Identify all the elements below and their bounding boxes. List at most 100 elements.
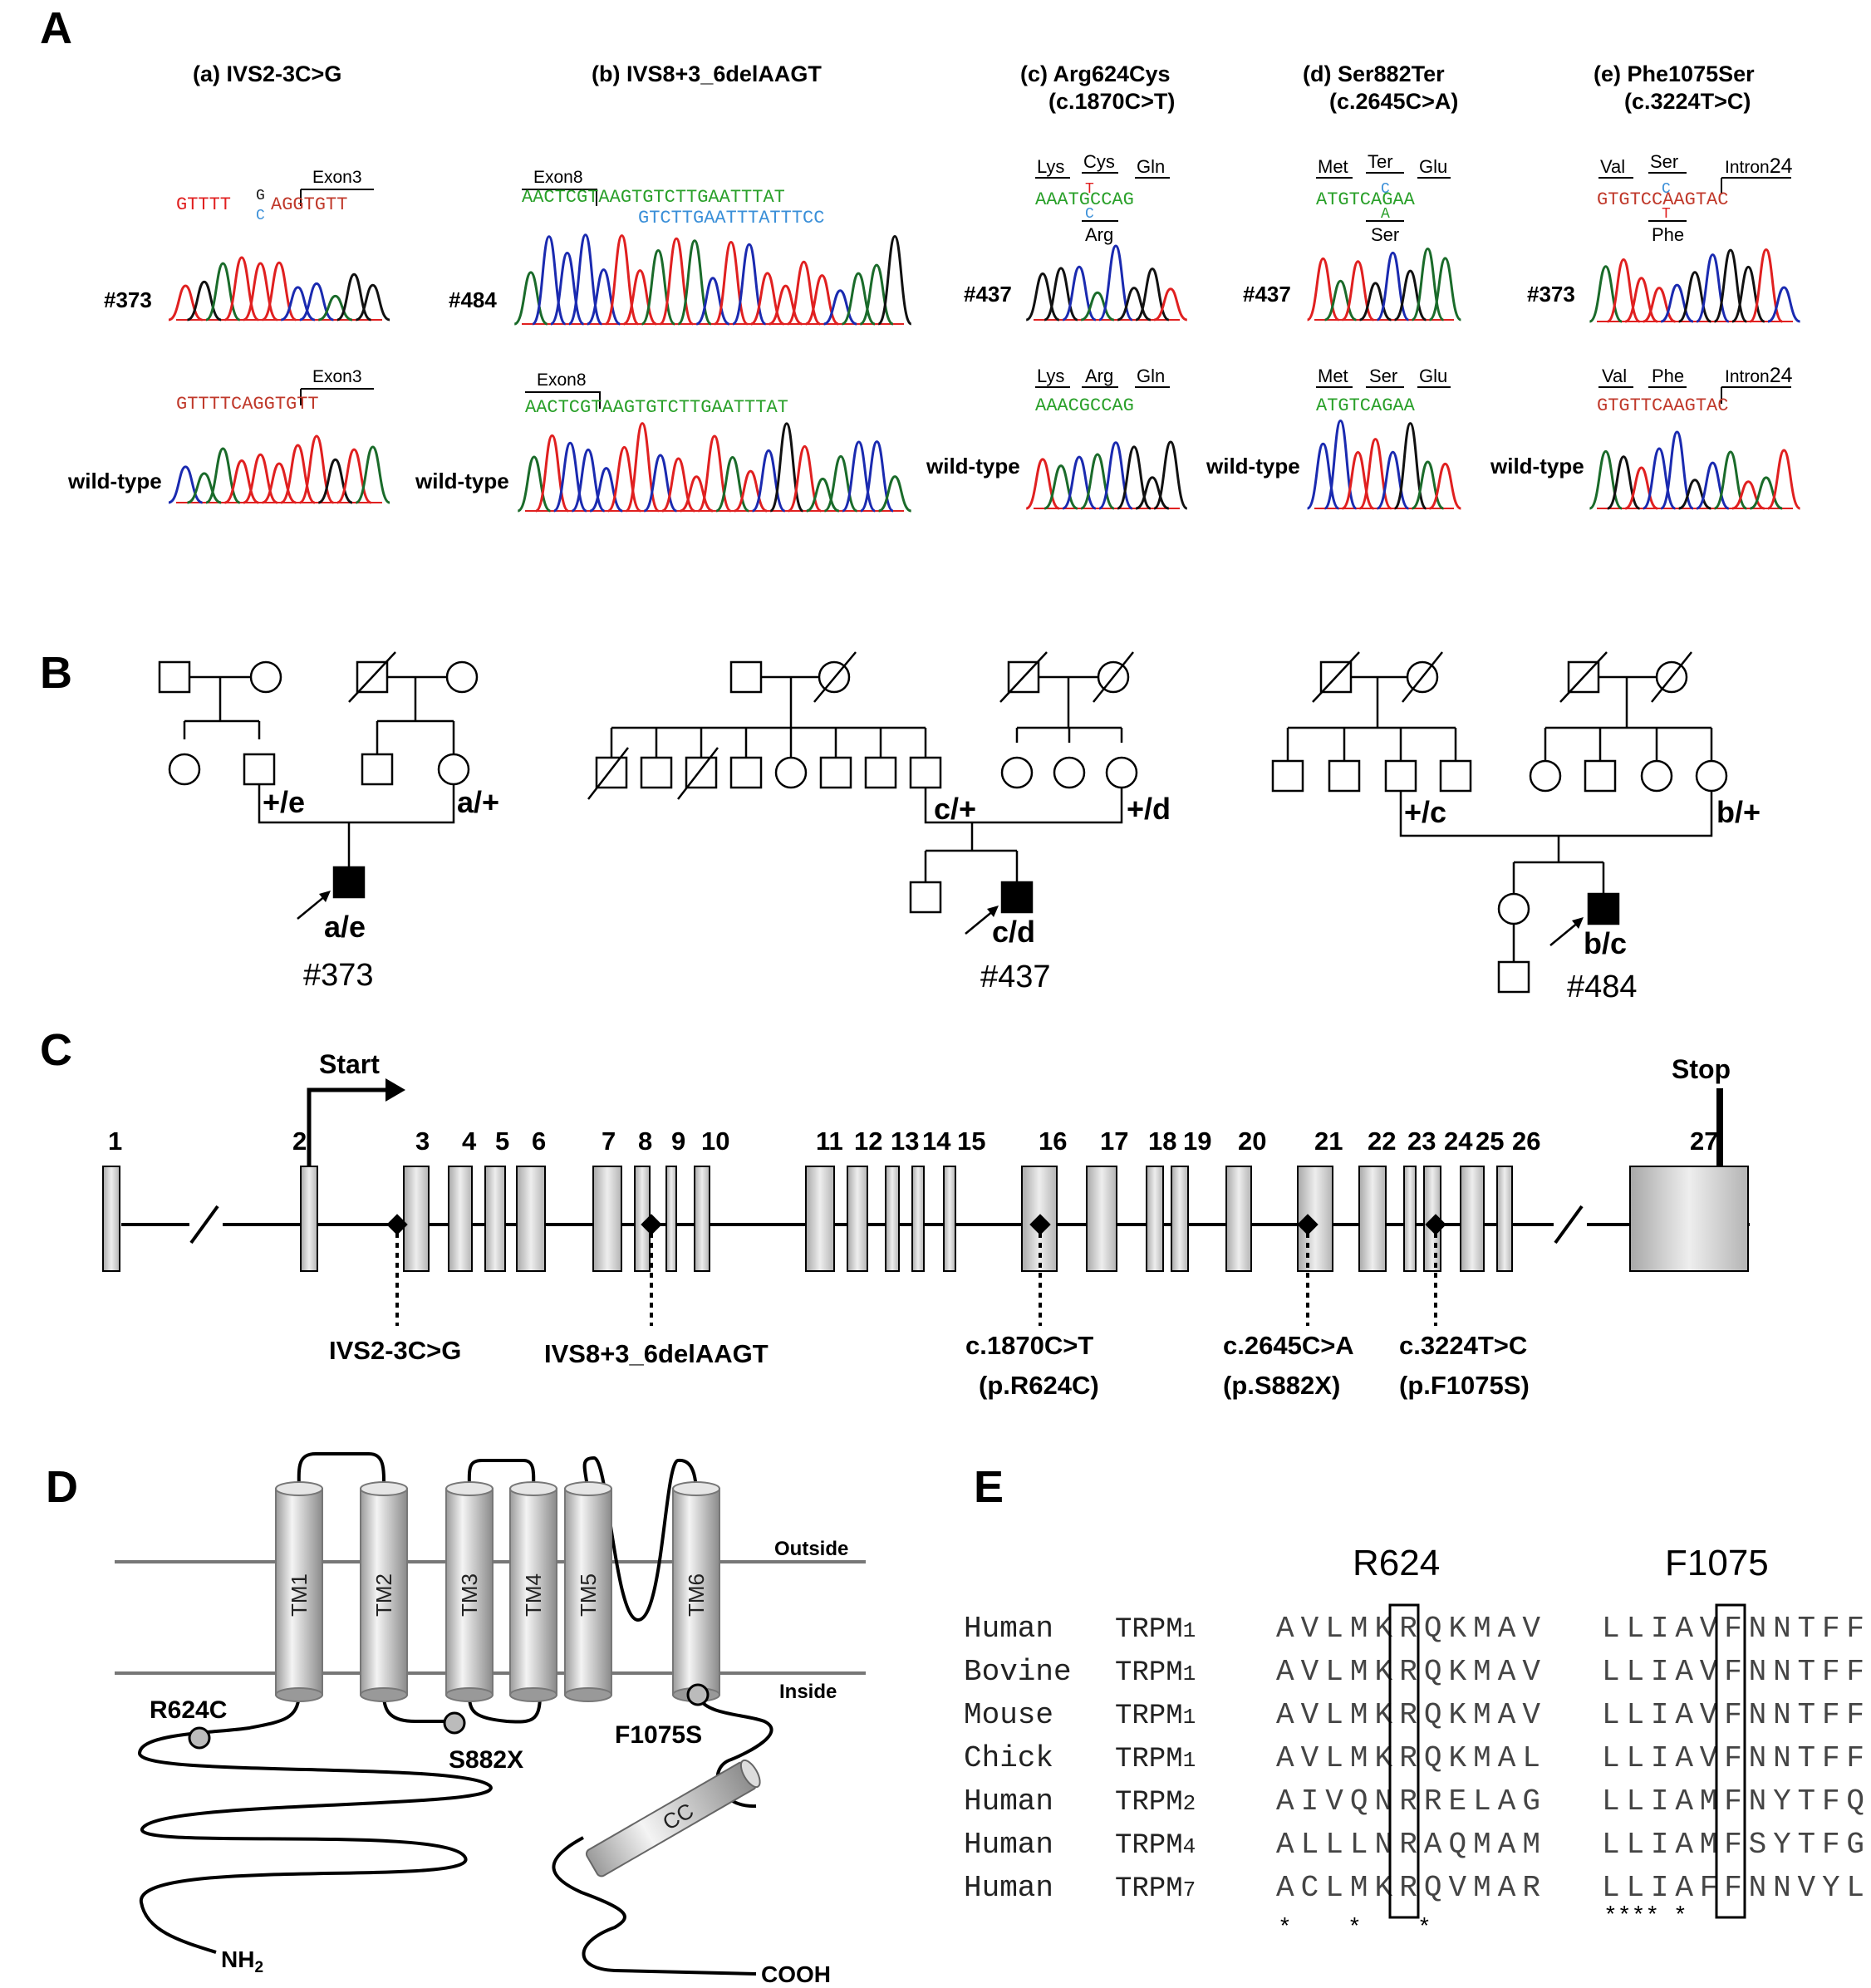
exon-number-17: 17 [1100,1127,1128,1156]
fam3-proband: b/c [1584,926,1627,960]
r624c-dot [188,1726,211,1750]
svg-text:Lys: Lys [1037,366,1064,386]
exon-number-22: 22 [1368,1127,1396,1156]
tm-segment-2 [360,1488,408,1696]
cooh-label: COOH [761,1961,831,1987]
fam2-g2: +/d [1127,792,1171,826]
exon-number-16: 16 [1039,1127,1067,1156]
exon-number-12: 12 [854,1127,882,1156]
col-e-intron-top: Intron24 [1725,155,1793,178]
seq-r624: AVLMKRQKMAV [1276,1612,1540,1646]
panel-c-gene-structure: 1 2 3 4 5 6 7 8 9 10 11 12 13 14 15 16 17 18 19 20 21 22 23 24 2… [102,1049,1750,1400]
exon-number-5: 5 [495,1127,509,1156]
col-c-alt-bot: C [1085,206,1094,223]
svg-text:Ter: Ter [1368,151,1393,172]
seq-f1075: LLIAMFSYTFG [1602,1828,1864,1862]
col-e-seq-wt: GTGTTCAAGTAC [1597,395,1728,416]
col-a-alt-top: G [256,188,265,204]
svg-text:Ser: Ser [1650,151,1678,172]
col-e-aa-top: Val Ser [1600,151,1678,177]
col-d-alt-top: C [1381,181,1390,198]
species-label: Human [964,1612,1053,1646]
exon-7 [592,1166,622,1272]
exon-number-6: 6 [532,1127,546,1156]
exon-17 [1086,1166,1117,1272]
col-c-sample: #437 [964,282,1012,307]
col-b-seq-wt: AACTCGTAAGTGTCTTGAATTTAT [525,397,788,418]
panel-label-e: E [974,1462,1004,1512]
s882x-label: S882X [449,1746,523,1774]
col-a-seq-mut-rest: AGGTGTT [271,194,347,215]
gene-label: TRPM1 [1115,1744,1196,1775]
seq-r624: ACLMKRQVMAR [1276,1871,1540,1905]
exon-4 [448,1166,473,1272]
col-b-title: (b) IVS8+3_6delAAGT [592,61,822,86]
exon-number-23: 23 [1407,1127,1436,1156]
gene-label: TRPM7 [1115,1873,1196,1905]
exon-number-8: 8 [638,1127,652,1156]
fam1-proband: a/e [324,910,366,944]
fam2-id: #437 [980,960,1051,994]
exon-23 [1403,1166,1417,1272]
col-e-subtitle: (c.3224T>C) [1624,89,1751,114]
panel-d-protein-topology: Outside Inside TM1 TM2 TM3 TM4 TM5 TM6 CC R62… [115,1452,866,1987]
panel-label-c: C [40,1025,72,1075]
col-f1075-header: F1075 [1665,1543,1769,1583]
mut-label-5b: (p.F1075S) [1399,1371,1530,1400]
species-label: Mouse [964,1698,1053,1732]
panel-b-labels: +/e a/+ a/e #373 c/+ +/d c/d #437 +/c b/… [263,785,1761,1004]
col-a-wild: wild-type [67,469,162,493]
seq-r624: AVLMKRQKMAV [1276,1655,1540,1689]
r624-highlight-box [1388,1603,1420,1919]
r624c-label: R624C [150,1696,227,1724]
col-d-subtitle: (c.2645C>A) [1329,89,1458,114]
col-d-seq-wt: ATGTCAGAA [1316,395,1416,416]
col-d-wild: wild-type [1206,454,1300,479]
col-b-wild: wild-type [415,469,509,493]
fam1-g2: a/+ [457,785,499,819]
col-e-title: (e) Phe1075Ser [1594,61,1755,86]
col-a-title: (a) IVS2-3C>G [193,61,341,86]
col-a-sample: #373 [104,287,152,312]
panel-a-chromatograms: (a) IVS2-3C>G (b) IVS8+3_6delAAGT (c) Ar… [67,61,1801,513]
exon-1 [102,1166,120,1272]
col-e-intron-bot: Intron24 [1725,364,1793,387]
outside-label: Outside [774,1538,848,1560]
svg-text:Met: Met [1318,366,1348,386]
exon-14 [911,1166,925,1272]
fam2-proband: c/d [992,915,1035,949]
exon-number-14: 14 [922,1127,951,1156]
col-d-aa-wt: Met Ser Glu [1318,366,1447,386]
exon-number-9: 9 [671,1127,685,1156]
exon-22 [1358,1166,1387,1272]
col-b-seq-mut2: GTCTTGAATTTATTTCC [638,208,824,228]
col-a-alt-bot: C [256,208,265,224]
exon-13 [885,1166,900,1272]
seq-f1075: LLIAVFNNTFF [1602,1698,1864,1732]
tm-segment-5 [564,1488,612,1696]
col-r624-header: R624 [1353,1543,1440,1583]
exon-number-24: 24 [1444,1127,1473,1156]
exon-number-25: 25 [1476,1127,1504,1156]
col-c-aa-top: Lys Cys Gln [1037,151,1165,177]
exon-12 [847,1166,868,1272]
exon-number-13: 13 [891,1127,919,1156]
gene-label: TRPM1 [1115,1657,1196,1689]
f1075-highlight-box [1715,1603,1746,1919]
tm-label-3: TM3 [457,1573,482,1617]
panel-label-b: B [40,648,72,698]
exon-number-2: 2 [292,1127,307,1156]
mut-label-1: IVS2-3C>G [329,1336,461,1365]
tm-segment-3 [445,1488,494,1696]
species-label: Human [964,1828,1053,1862]
col-e-sample: #373 [1527,282,1575,307]
exon-number-10: 10 [701,1127,729,1156]
col-b-seq-mut: AACTCGTAAGTGTCTTGAATTTAT [522,187,785,208]
col-c-seq-mut: AAATGCCAG [1035,189,1134,210]
mut-label-4b: (p.S882X) [1223,1371,1340,1400]
col-e-alt-bot: T [1662,206,1671,223]
col-d-seq-mut: ATGTCAGAA [1316,189,1416,210]
f1075s-label: F1075S [615,1721,702,1749]
col-e-alt-top: C [1662,181,1671,198]
